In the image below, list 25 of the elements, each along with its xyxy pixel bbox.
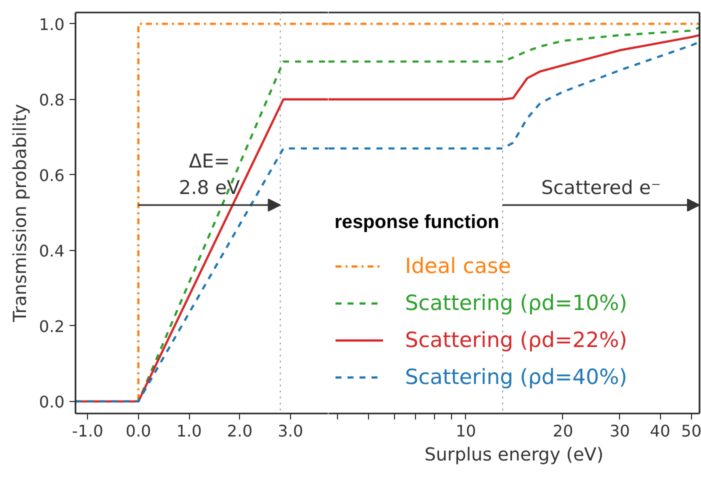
x-tick-label: 0.0 [126,422,152,440]
x-tick-label: 2.0 [227,422,253,440]
y-tick-label: 0.0 [39,392,65,412]
y-tick-label: 1.0 [39,14,65,34]
annotation: Scattered e⁻ [541,177,661,200]
x-tick-label: -1.0 [72,422,104,440]
x-tick-label: 30 [610,422,630,440]
y-tick-label: 0.6 [39,166,65,185]
legend-label: Scattering (ρd=22%) [405,328,628,352]
x-tick-label: 20 [552,422,574,440]
legend-label: Ideal case [405,254,512,278]
x-axis-title: Surplus energy (eV) [424,444,604,466]
y-tick-label: 0.8 [39,90,65,110]
x-tick-label: 40 [650,422,670,440]
x-tick-label: 10 [456,422,476,440]
y-tick-label: 0.2 [39,316,65,336]
y-axis-title: Transmission probability [10,104,32,324]
x-tick-label: 50 [681,422,701,440]
x-tick-label: 3.0 [278,422,304,440]
x-tick-label: 1.0 [176,422,202,440]
legend-label: Scattering (ρd=40%) [405,365,628,389]
annotation: ΔE= 2.8 eV [178,150,240,200]
y-tick-label: 0.4 [39,241,65,260]
annotation: response function [334,212,500,233]
legend-label: Scattering (ρd=10%) [405,291,628,315]
